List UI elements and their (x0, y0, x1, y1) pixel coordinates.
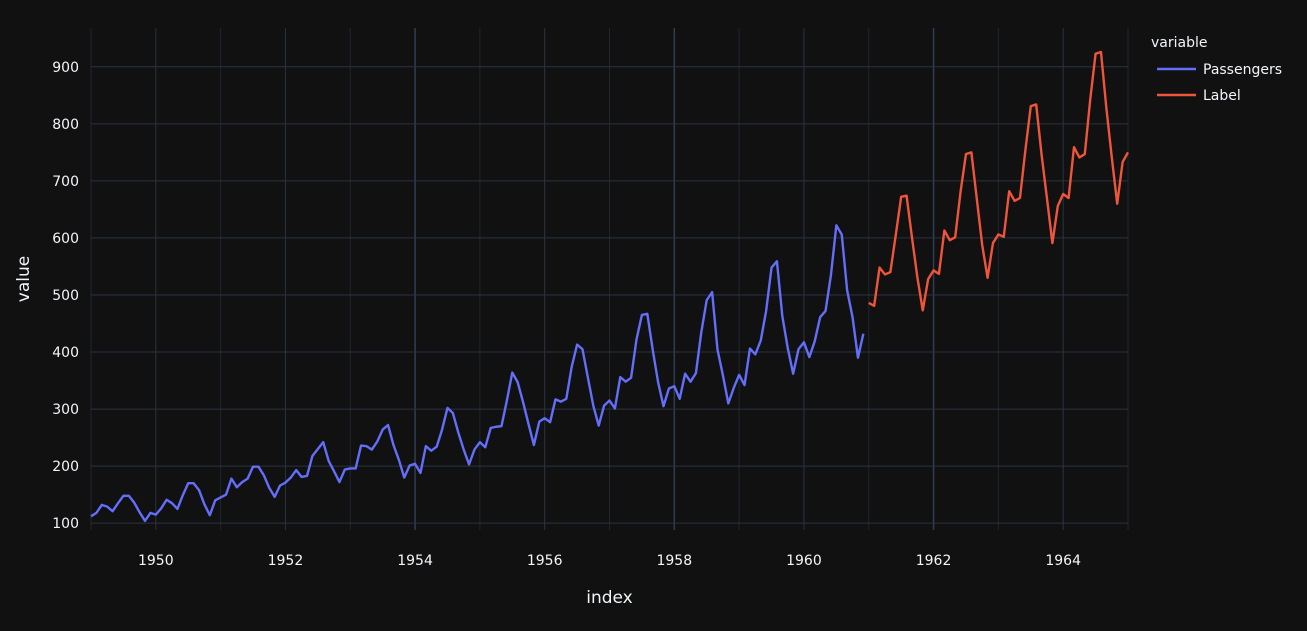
gridlines (90, 28, 1129, 530)
y-axis-title: value (14, 256, 34, 302)
y-tick-label: 600 (52, 231, 79, 247)
y-tick-label: 800 (52, 117, 79, 133)
y-tick-label: 300 (52, 402, 79, 418)
x-tick-label: 1964 (1045, 553, 1081, 569)
x-tick-label: 1950 (138, 553, 174, 569)
y-tick-label: 100 (52, 516, 79, 532)
legend-items[interactable]: Passengers Label (1157, 62, 1282, 104)
x-tick-label: 1954 (397, 553, 433, 569)
y-tick-label: 700 (52, 174, 79, 190)
y-tick-label: 200 (52, 459, 79, 475)
legend-item-label[interactable]: Label (1157, 88, 1241, 104)
x-tick-label: 1958 (656, 553, 692, 569)
x-axis-title: index (586, 588, 633, 608)
series-line-label (868, 50, 1130, 312)
legend-label: Label (1203, 88, 1241, 104)
legend[interactable]: variable Passengers Label (1151, 35, 1282, 104)
x-tick-label: 1956 (527, 553, 563, 569)
y-tick-label: 500 (52, 288, 79, 304)
y-tick-label: 400 (52, 345, 79, 361)
legend-title: variable (1151, 35, 1207, 51)
x-axis-ticks: 1950 1952 1954 1956 1958 1960 1962 1964 (138, 553, 1081, 569)
legend-item-passengers[interactable]: Passengers (1157, 62, 1282, 78)
x-tick-label: 1952 (268, 553, 304, 569)
x-tick-label: 1962 (916, 553, 952, 569)
y-tick-label: 900 (52, 60, 79, 76)
x-tick-label: 1960 (786, 553, 822, 569)
y-axis-ticks: 100 200 300 400 500 600 700 800 900 (52, 60, 79, 532)
legend-label: Passengers (1203, 62, 1282, 78)
series-line-passengers (90, 224, 865, 523)
series-lines (90, 50, 1130, 523)
